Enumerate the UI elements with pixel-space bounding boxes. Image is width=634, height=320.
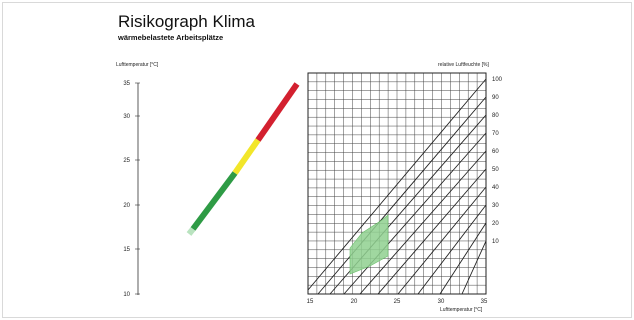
x-tick-label: 25 bbox=[394, 299, 401, 305]
risk-band-yellow bbox=[232, 138, 261, 175]
left-axis-label: Lufttemperatur [°C] bbox=[116, 62, 159, 68]
humidity-tick-label: 10 bbox=[492, 239, 499, 245]
left-tick-label: 10 bbox=[123, 292, 130, 298]
risk-band bbox=[186, 82, 300, 236]
humidity-curve bbox=[461, 240, 487, 295]
risk-band-green bbox=[190, 171, 238, 231]
chart-title: Risikograph Klima bbox=[118, 12, 255, 31]
grid-border bbox=[307, 72, 487, 295]
left-tick-label: 35 bbox=[123, 81, 130, 87]
left-tick-marks bbox=[135, 82, 140, 295]
humidity-tick-label: 80 bbox=[492, 113, 499, 119]
humidity-curves bbox=[307, 78, 487, 295]
chart-subtitle: wärmebelastete Arbeitsplätze bbox=[118, 33, 224, 42]
humidity-tick-label: 90 bbox=[492, 95, 499, 101]
humidity-tick-label: 70 bbox=[492, 131, 499, 137]
humidity-tick-label: 50 bbox=[492, 167, 499, 173]
humidity-curve bbox=[439, 222, 487, 295]
grid-lines bbox=[307, 72, 487, 295]
humidity-curve bbox=[359, 150, 487, 295]
x-tick-label: 15 bbox=[307, 299, 314, 305]
right-axis-label: relative Luftfeuchte [%] bbox=[438, 62, 489, 68]
humidity-curve bbox=[377, 168, 487, 295]
risk-band-tip bbox=[186, 227, 196, 236]
humidity-curve bbox=[397, 186, 487, 295]
humidity-tick-label: 20 bbox=[492, 221, 499, 227]
risk-band-red bbox=[255, 82, 300, 142]
left-tick-label: 25 bbox=[123, 158, 130, 164]
humidity-tick-label: 60 bbox=[492, 149, 499, 155]
humidity-tick-label: 40 bbox=[492, 185, 499, 191]
humidity-tick-label: 30 bbox=[492, 203, 499, 209]
humidity-curve bbox=[317, 96, 487, 295]
left-temperature-scale: Lufttemperatur [°C] 35 30 25 20 15 10 bbox=[116, 62, 159, 298]
humidity-tick-label: 100 bbox=[492, 77, 503, 83]
x-axis-label: Lufttemperatur [°C] bbox=[440, 307, 483, 313]
zone-area bbox=[349, 214, 389, 275]
x-tick-label: 35 bbox=[481, 299, 488, 305]
x-tick-label: 20 bbox=[351, 299, 358, 305]
humidity-curve bbox=[307, 78, 487, 291]
humidity-curve bbox=[417, 204, 487, 295]
left-tick-label: 20 bbox=[123, 203, 130, 209]
left-tick-label: 30 bbox=[123, 114, 130, 120]
left-tick-label: 15 bbox=[123, 247, 130, 253]
x-tick-label: 30 bbox=[438, 299, 445, 305]
